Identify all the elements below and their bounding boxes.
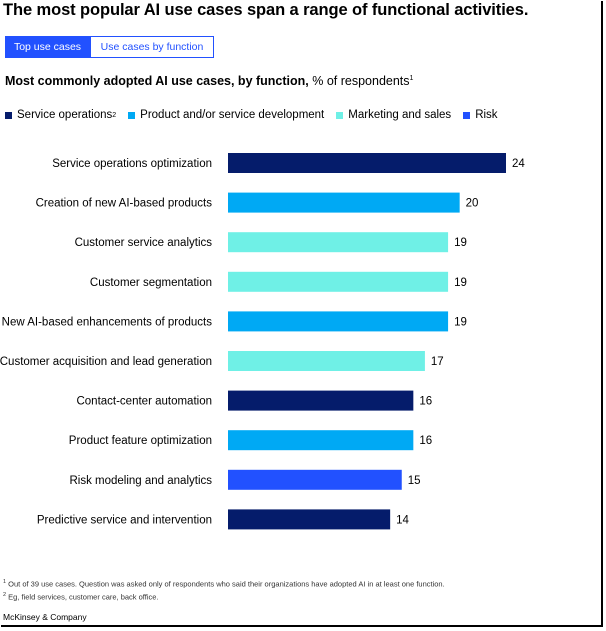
- legend-item-risk: Risk: [463, 109, 498, 121]
- bar: [228, 311, 449, 332]
- value-label: 16: [419, 435, 432, 447]
- category-label: Creation of new AI-based products: [36, 198, 213, 210]
- legend-item-marketing-and-sales: Marketing and sales: [336, 109, 451, 121]
- tab-top-use-cases[interactable]: Top use cases: [5, 36, 90, 58]
- value-label: 17: [431, 356, 444, 368]
- category-label: Risk modeling and analytics: [69, 475, 212, 487]
- value-label: 14: [396, 514, 409, 526]
- footnote-mark: 1: [3, 579, 7, 585]
- page-headline: The most popular AI use cases span a ran…: [3, 1, 529, 19]
- category-label: Customer segmentation: [90, 277, 212, 289]
- subtitle-footnote-mark: 1: [409, 75, 414, 82]
- footnote-text: Out of 39 use cases. Question was asked …: [8, 579, 445, 589]
- legend-label: Product and/or service development: [140, 109, 325, 121]
- legend-swatch: [336, 111, 344, 119]
- value-label: 20: [466, 198, 479, 210]
- value-label: 24: [512, 158, 525, 170]
- footnotes: 1 Out of 39 use cases. Question was aske…: [3, 577, 445, 602]
- category-label: New AI-based enhancements of products: [2, 316, 213, 328]
- legend-footnote-mark: 2: [112, 111, 117, 119]
- legend-swatch: [5, 111, 12, 119]
- legend-label: Service operations: [17, 109, 113, 121]
- value-label: 19: [454, 316, 467, 328]
- category-label: Predictive service and intervention: [37, 514, 212, 526]
- chart-legend: Service operations 2 Product and/or servi…: [5, 109, 510, 121]
- legend-swatch: [463, 111, 471, 119]
- legend-swatch: [128, 111, 136, 119]
- category-label: Service operations optimization: [52, 158, 212, 170]
- footnote-1: 1 Out of 39 use cases. Question was aske…: [3, 577, 445, 590]
- bar: [228, 153, 506, 173]
- bar: [228, 390, 414, 411]
- bar-chart: Service operations optimization 24 Creatio…: [0, 153, 525, 530]
- category-label: Product feature optimization: [69, 435, 212, 447]
- value-label: 19: [454, 237, 467, 249]
- bar: [228, 351, 425, 371]
- bar: [228, 192, 460, 213]
- category-label: Contact-center automation: [76, 396, 212, 408]
- footnote-text: Eg, field services, customer care, back …: [8, 592, 159, 601]
- legend-item-product-development: Product and/or service development: [128, 109, 324, 121]
- legend-label: Risk: [475, 109, 498, 121]
- value-label: 16: [419, 396, 432, 408]
- bar: [228, 509, 391, 530]
- subtitle-rest: % of respondents: [308, 74, 410, 88]
- bar: [228, 430, 414, 451]
- view-tabs: Top use cases Use cases by function: [5, 36, 214, 58]
- category-label: Customer service analytics: [75, 237, 213, 249]
- bar: [228, 271, 449, 292]
- tab-use-cases-by-function[interactable]: Use cases by function: [90, 36, 214, 58]
- footnote-2: 2 Eg, field services, customer care, bac…: [3, 590, 445, 603]
- legend-item-service-operations: Service operations 2: [5, 109, 116, 121]
- legend-label: Marketing and sales: [348, 109, 452, 121]
- value-label: 15: [408, 475, 421, 487]
- footnote-mark: 2: [3, 591, 7, 598]
- subtitle-bold: Most commonly adopted AI use cases, by f…: [5, 74, 309, 88]
- value-label: 19: [454, 277, 467, 289]
- chart-subtitle: Most commonly adopted AI use cases, by f…: [5, 74, 413, 88]
- bar: [228, 232, 449, 253]
- category-label: Customer acquisition and lead generation: [0, 356, 212, 368]
- bar: [228, 469, 402, 490]
- source-credit: McKinsey & Company: [3, 612, 87, 622]
